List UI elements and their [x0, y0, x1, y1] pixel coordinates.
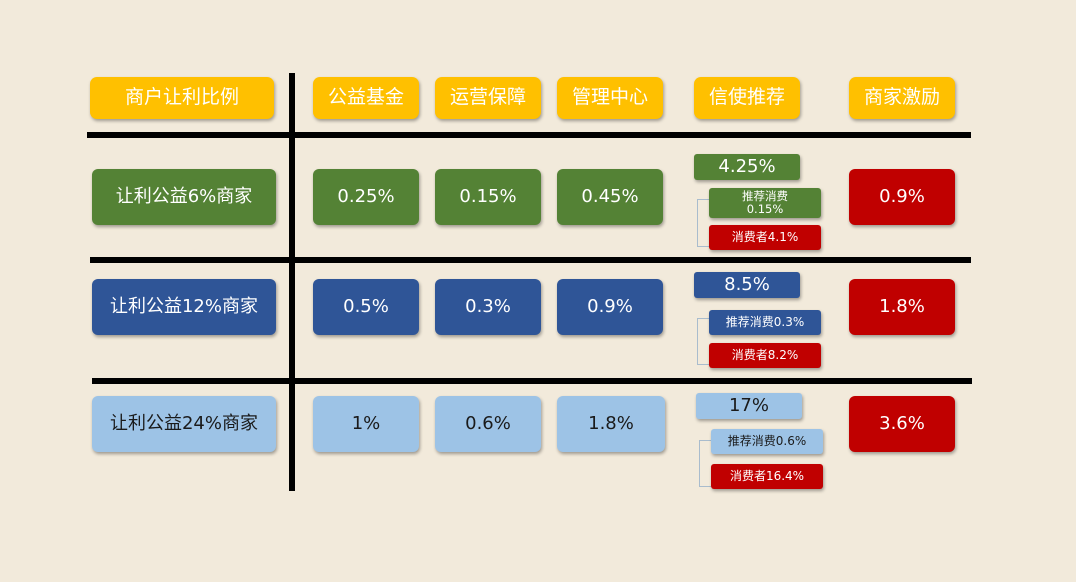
- row1-consumer: 消费者4.1%: [709, 225, 821, 250]
- row1-ops: 0.15%: [435, 169, 541, 225]
- row1-referral-total: 4.25%: [694, 154, 800, 180]
- row3-fund: 1%: [313, 396, 419, 452]
- row3-ops: 0.6%: [435, 396, 541, 452]
- row2-referral-bracket: [697, 318, 709, 365]
- vertical-divider: [289, 73, 295, 491]
- header-merchant-ratio: 商户让利比例: [90, 77, 274, 119]
- row1-fund: 0.25%: [313, 169, 419, 225]
- row-divider-2: [92, 378, 972, 384]
- row1-referral-consumption: 推荐消费 0.15%: [709, 188, 821, 218]
- row2-referral-consumption: 推荐消费0.3%: [709, 310, 821, 335]
- row1-referral-bracket: [697, 199, 709, 247]
- header-operations: 运营保障: [435, 77, 541, 119]
- row3-referral-bracket: [699, 440, 711, 487]
- header-incentive: 商家激励: [849, 77, 955, 119]
- row-divider-1: [90, 257, 971, 263]
- header-referral: 信使推荐: [694, 77, 800, 119]
- row3-incentive: 3.6%: [849, 396, 955, 452]
- row3-consumer: 消费者16.4%: [711, 464, 823, 489]
- row1-label: 让利公益6%商家: [92, 169, 276, 225]
- row3-referral-total: 17%: [696, 393, 802, 419]
- row2-label: 让利公益12%商家: [92, 279, 276, 335]
- header-divider: [87, 132, 971, 138]
- row1-incentive: 0.9%: [849, 169, 955, 225]
- header-public-fund: 公益基金: [313, 77, 419, 119]
- row1-mgmt: 0.45%: [557, 169, 663, 225]
- row2-incentive: 1.8%: [849, 279, 955, 335]
- row2-fund: 0.5%: [313, 279, 419, 335]
- row3-mgmt: 1.8%: [557, 396, 665, 452]
- row3-referral-consumption: 推荐消费0.6%: [711, 429, 823, 454]
- row3-label: 让利公益24%商家: [92, 396, 276, 452]
- row2-ops: 0.3%: [435, 279, 541, 335]
- row2-mgmt: 0.9%: [557, 279, 663, 335]
- row2-referral-total: 8.5%: [694, 272, 800, 298]
- row2-consumer: 消费者8.2%: [709, 343, 821, 368]
- header-management: 管理中心: [557, 77, 663, 119]
